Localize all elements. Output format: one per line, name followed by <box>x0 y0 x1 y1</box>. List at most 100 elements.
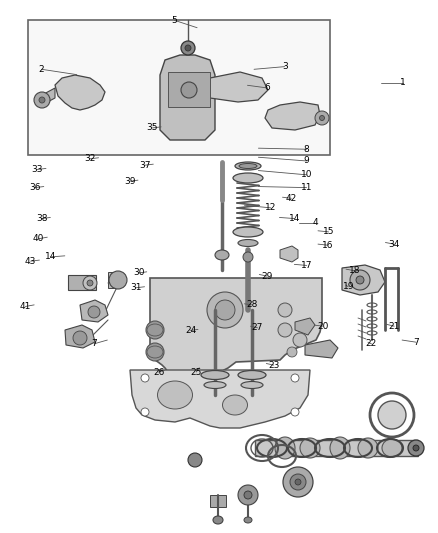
Text: 17: 17 <box>301 261 312 270</box>
Ellipse shape <box>239 164 257 168</box>
Polygon shape <box>210 72 268 102</box>
Circle shape <box>278 323 292 337</box>
Text: 7: 7 <box>413 338 419 346</box>
Circle shape <box>83 276 97 290</box>
Text: 20: 20 <box>318 322 329 330</box>
Ellipse shape <box>213 516 223 524</box>
Text: 34: 34 <box>389 240 400 248</box>
Text: 7: 7 <box>91 340 97 348</box>
Text: 33: 33 <box>32 165 43 174</box>
Text: 2: 2 <box>39 65 44 74</box>
Text: 37: 37 <box>139 161 150 169</box>
Text: 25: 25 <box>191 368 202 376</box>
Polygon shape <box>265 102 320 130</box>
Text: 15: 15 <box>323 228 334 236</box>
Bar <box>255 440 418 456</box>
Text: 14: 14 <box>45 253 56 261</box>
Text: 19: 19 <box>343 282 354 291</box>
Text: 28: 28 <box>246 301 258 309</box>
Text: 1: 1 <box>400 78 406 87</box>
Ellipse shape <box>158 381 192 409</box>
Polygon shape <box>305 340 338 358</box>
Ellipse shape <box>201 370 229 379</box>
Ellipse shape <box>223 395 247 415</box>
Text: 36: 36 <box>29 183 41 192</box>
Circle shape <box>215 300 235 320</box>
Ellipse shape <box>204 382 226 389</box>
Circle shape <box>181 82 197 98</box>
Circle shape <box>350 270 370 290</box>
Text: 29: 29 <box>261 272 273 280</box>
Text: 3: 3 <box>282 62 288 71</box>
Text: 27: 27 <box>252 324 263 332</box>
Text: 5: 5 <box>171 16 177 25</box>
Bar <box>168 72 210 107</box>
Circle shape <box>207 292 243 328</box>
Text: 30: 30 <box>134 269 145 277</box>
Ellipse shape <box>233 227 263 237</box>
Bar <box>210 495 226 507</box>
Circle shape <box>238 485 258 505</box>
Circle shape <box>39 97 45 103</box>
Ellipse shape <box>238 370 266 379</box>
Ellipse shape <box>238 239 258 246</box>
Text: 41: 41 <box>20 302 31 311</box>
Ellipse shape <box>235 162 261 170</box>
Circle shape <box>185 45 191 51</box>
Polygon shape <box>130 370 310 428</box>
Text: 23: 23 <box>268 361 279 369</box>
Text: 24: 24 <box>185 326 196 335</box>
Polygon shape <box>150 278 322 374</box>
Text: 42: 42 <box>286 194 297 203</box>
Circle shape <box>413 445 419 451</box>
Text: 35: 35 <box>147 124 158 132</box>
Circle shape <box>290 474 306 490</box>
Circle shape <box>243 252 253 262</box>
Text: 31: 31 <box>130 284 141 292</box>
Text: 32: 32 <box>84 155 95 163</box>
Circle shape <box>378 401 406 429</box>
Text: 38: 38 <box>36 214 47 223</box>
Circle shape <box>141 408 149 416</box>
Text: 18: 18 <box>349 266 360 275</box>
Circle shape <box>88 306 100 318</box>
Text: 9: 9 <box>304 157 310 165</box>
Ellipse shape <box>244 517 252 523</box>
Text: 12: 12 <box>265 204 276 212</box>
Polygon shape <box>342 265 385 295</box>
Polygon shape <box>42 88 55 105</box>
Circle shape <box>146 343 164 361</box>
Bar <box>68 275 96 290</box>
Circle shape <box>287 347 297 357</box>
Polygon shape <box>55 75 105 110</box>
Text: 6: 6 <box>264 84 270 92</box>
Circle shape <box>408 440 424 456</box>
Text: 14: 14 <box>289 214 300 223</box>
Ellipse shape <box>358 438 378 458</box>
Bar <box>28 20 330 155</box>
Text: 21: 21 <box>389 322 400 330</box>
Ellipse shape <box>215 250 229 260</box>
Ellipse shape <box>330 437 350 459</box>
Text: 22: 22 <box>366 340 377 348</box>
Circle shape <box>109 271 127 289</box>
Circle shape <box>283 467 313 497</box>
Polygon shape <box>160 55 215 140</box>
Text: 8: 8 <box>304 145 310 154</box>
Polygon shape <box>280 246 298 262</box>
Circle shape <box>181 41 195 55</box>
Circle shape <box>34 92 50 108</box>
Ellipse shape <box>382 439 402 457</box>
Text: 40: 40 <box>33 235 44 243</box>
Circle shape <box>244 491 252 499</box>
Bar <box>108 272 118 288</box>
Circle shape <box>73 331 87 345</box>
Text: 4: 4 <box>313 219 318 227</box>
Text: 39: 39 <box>125 177 136 185</box>
Text: 10: 10 <box>301 171 312 179</box>
Circle shape <box>319 116 325 120</box>
Circle shape <box>356 276 364 284</box>
Circle shape <box>141 374 149 382</box>
Ellipse shape <box>300 438 320 458</box>
Circle shape <box>291 408 299 416</box>
